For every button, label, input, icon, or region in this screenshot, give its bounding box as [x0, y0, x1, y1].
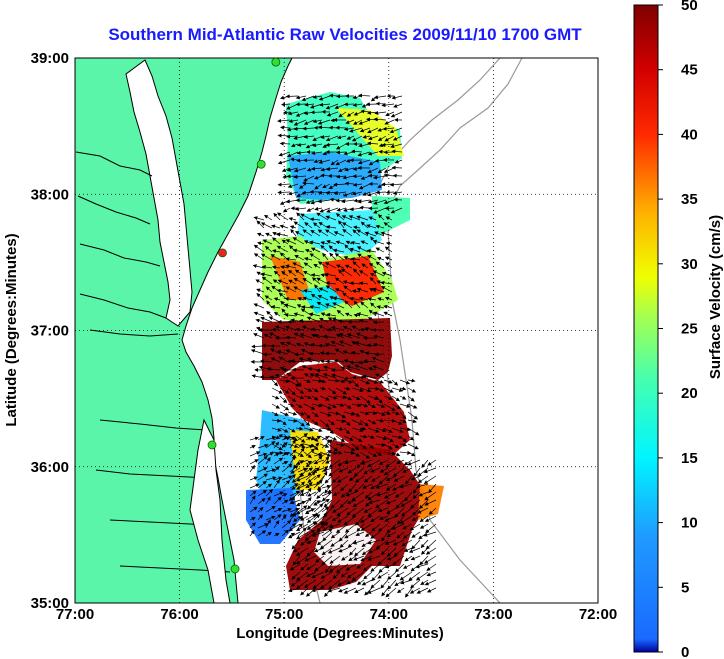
tributaries [75, 151, 231, 573]
colorbar-tick-label: 0 [681, 644, 689, 659]
sound-water [189, 418, 231, 603]
x-tick-label: 75:00 [265, 606, 303, 623]
x-tick-label: 74:00 [370, 606, 408, 623]
y-tick-label: 35:00 [31, 595, 69, 612]
hf-radar-stations [207, 57, 281, 574]
radar-station-marker [230, 564, 240, 574]
grid-lines [75, 58, 598, 603]
y-tick-labels: 35:00 36:00 37:00 38:00 39:00 [31, 50, 69, 612]
x-tick-labels: 77:00 76:00 75:00 74:00 73:00 72:00 [56, 606, 617, 623]
colorbar-tick-label: 40 [681, 126, 698, 143]
x-tick-label: 72:00 [579, 606, 617, 623]
colorbar-tick-label: 15 [681, 450, 698, 467]
radar-station-marker [218, 248, 227, 258]
radar-station-marker [256, 159, 266, 169]
colorbar [633, 4, 659, 653]
y-axis-label: Latitude (Degrees:Minutes) [3, 233, 20, 426]
radar-station-marker [271, 57, 281, 67]
x-axis-label: Longitude (Degrees:Minutes) [236, 625, 444, 642]
y-tick-label: 39:00 [31, 50, 69, 67]
colorbar-tick-label: 25 [681, 321, 698, 338]
map-plot-area [75, 58, 598, 603]
colorbar-tick-label: 10 [681, 515, 698, 532]
colorbar-label: Surface Velocity (cm/s) [707, 215, 724, 379]
colorbar-tick-label: 50 [681, 0, 698, 14]
x-tick-label: 76:00 [160, 606, 198, 623]
x-tick-label: 73:00 [474, 606, 512, 623]
colorbar-tick-label: 45 [681, 62, 698, 79]
map-title: Southern Mid-Atlantic Raw Velocities 200… [108, 25, 582, 44]
y-tick-label: 38:00 [31, 186, 69, 203]
chesapeake-bay [125, 59, 193, 327]
y-tick-label: 37:00 [31, 323, 69, 340]
colorbar-tick-labels: 0 5 10 15 20 25 30 35 40 45 50 [658, 0, 698, 659]
colorbar-tick-label: 5 [681, 579, 689, 596]
y-tick-label: 36:00 [31, 459, 69, 476]
colorbar-tick-label: 30 [681, 256, 698, 273]
radar-station-marker [207, 440, 217, 450]
plot-frame [74, 57, 599, 604]
colorbar-tick-label: 20 [681, 385, 698, 402]
x-tick-label: 77:00 [56, 606, 94, 623]
velocity-vectors [249, 93, 437, 598]
colorbar-tick-label: 35 [681, 191, 698, 208]
